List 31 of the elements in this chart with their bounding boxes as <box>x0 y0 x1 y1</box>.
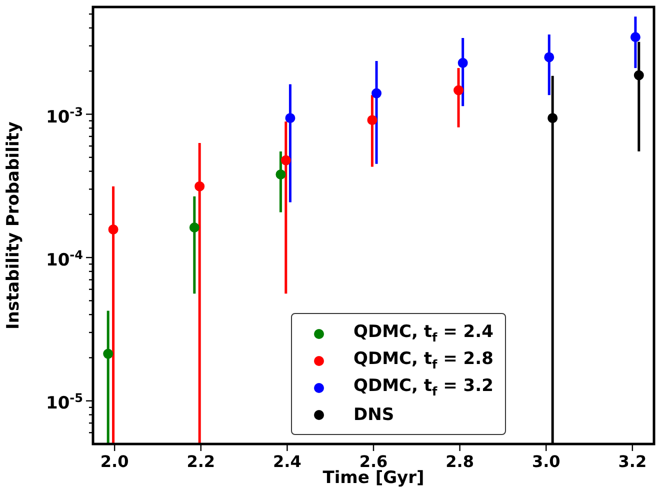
point <box>189 222 200 233</box>
y-tick-label: 10$^{-3}$ <box>44 104 83 128</box>
x-tick-label: 3.0 <box>532 452 560 471</box>
point <box>548 113 558 124</box>
x-tick-label: 2.8 <box>446 452 474 471</box>
x-tick-label: 2.2 <box>186 452 216 471</box>
y-tick-label: 10$^{-5}$ <box>44 391 83 414</box>
point <box>454 85 464 96</box>
y-tick-label: 10$^{-4}$ <box>44 248 83 271</box>
point <box>285 113 296 124</box>
point <box>544 52 554 62</box>
legend-label: QDMC, t$_{f}$ = 2.8 <box>354 349 494 372</box>
x-axis-title: Time [Gyr] <box>322 468 424 488</box>
x-tick-label: 3.2 <box>618 452 647 471</box>
point <box>372 88 382 98</box>
legend-label: QDMC, t$_{f}$ = 2.4 <box>354 322 494 345</box>
point <box>634 70 644 80</box>
legend-label: DNS <box>354 404 394 424</box>
point <box>103 348 114 359</box>
point <box>367 115 378 126</box>
point <box>276 169 286 180</box>
point <box>108 224 118 234</box>
y-axis-title: Instability Probability <box>4 122 24 330</box>
point <box>458 58 468 68</box>
point <box>280 155 291 166</box>
legend-label: QDMC, t$_{f}$ = 3.2 <box>354 376 494 399</box>
x-tick-label: 2.6 <box>359 452 388 471</box>
point <box>194 181 205 192</box>
x-tick-label: 2.0 <box>100 452 129 471</box>
x-tick-label: 2.4 <box>273 452 302 471</box>
point <box>630 32 640 42</box>
